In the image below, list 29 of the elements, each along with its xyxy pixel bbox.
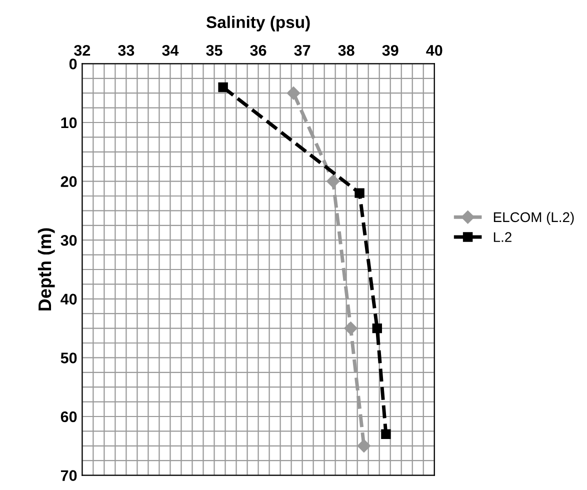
point [381,429,391,439]
point [286,86,300,100]
y-tick-label: 50 [60,352,77,364]
legend-label: ELCOM (L.2) [494,212,574,225]
y-tick-label: 60 [60,411,77,422]
x-tick-label: 35 [206,45,222,56]
x-tick-label: 36 [250,45,266,56]
y-tick-label: 20 [60,176,77,187]
x-tick-label: 38 [338,45,354,56]
y-tick-label: 70 [60,470,77,481]
legend-label: L.2 [494,232,512,242]
x-tick-label: 34 [162,45,179,56]
point [326,174,340,188]
y-tick-label: 10 [61,117,77,128]
x-tick-label: 39 [382,45,398,56]
x-tick-label: 32 [74,45,90,56]
point [344,322,358,335]
y-tick-label: 30 [60,234,77,246]
x-tick-label: 33 [118,45,134,56]
x-tick-label: 37 [294,45,310,56]
point [372,323,382,334]
point [354,188,364,198]
point [357,439,371,452]
x-tick-label: 40 [426,45,442,56]
point [218,82,228,92]
y-axis-title: Depth (m) [38,228,55,310]
y-tick-label: 0 [69,58,77,70]
y-tick-label: 40 [60,294,77,305]
x-axis-title: Salinity (psu) [206,16,310,32]
